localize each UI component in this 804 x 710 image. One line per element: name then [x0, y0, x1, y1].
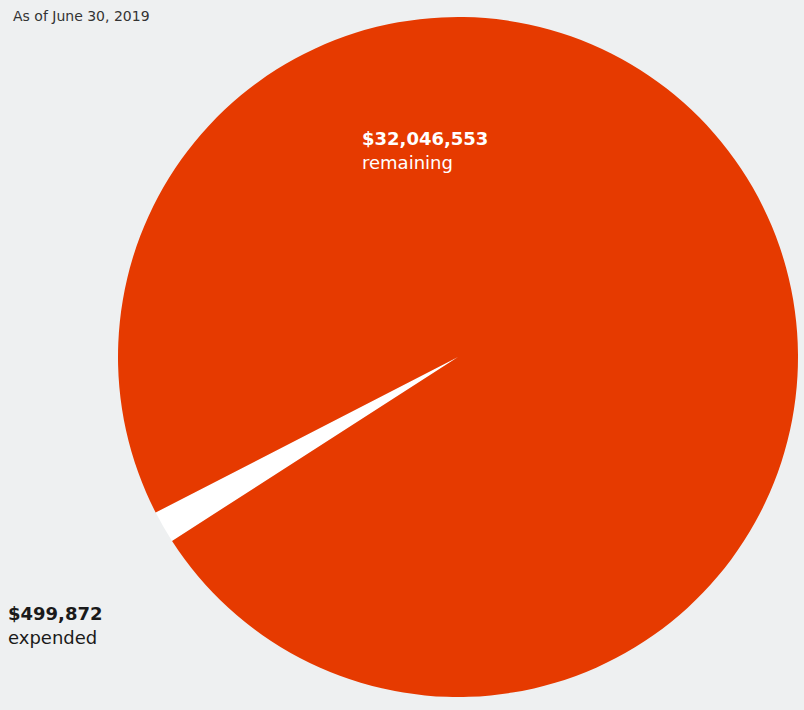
svg-text:remaining: remaining — [362, 152, 453, 173]
svg-text:expended: expended — [8, 627, 97, 648]
svg-text:$32,046,553: $32,046,553 — [362, 128, 488, 149]
svg-text:$499,872: $499,872 — [8, 603, 103, 624]
svg-text:As of June 30, 2019: As of June 30, 2019 — [13, 8, 150, 24]
